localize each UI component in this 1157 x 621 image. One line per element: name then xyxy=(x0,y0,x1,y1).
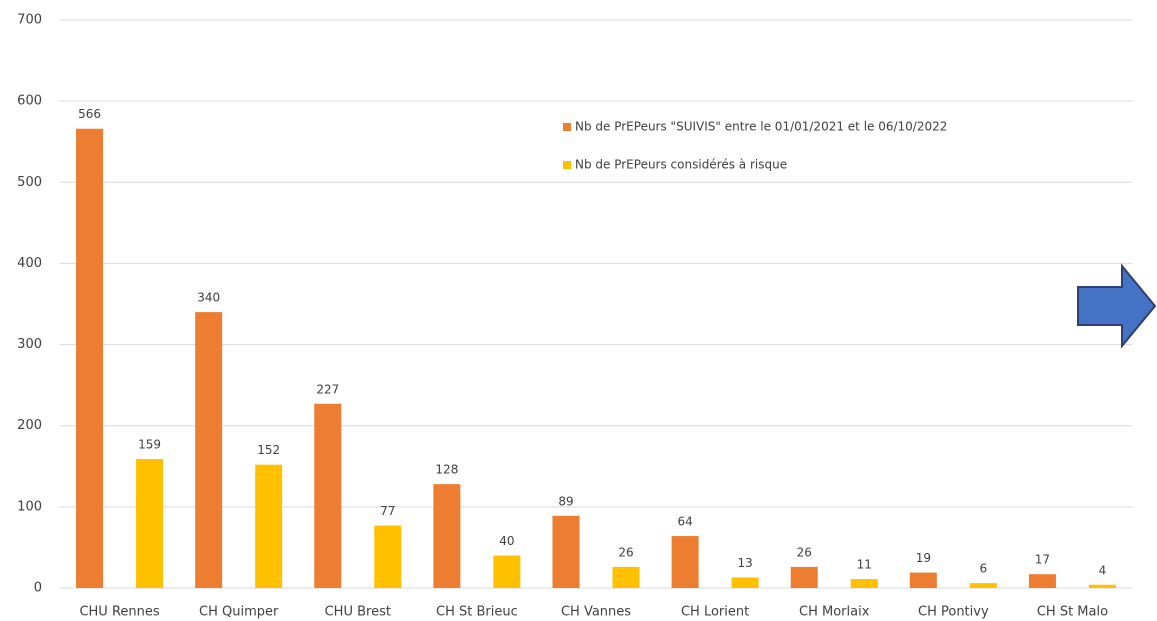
data-label: 4 xyxy=(1099,563,1107,577)
y-tick-label: 400 xyxy=(17,256,42,271)
bar xyxy=(612,566,640,588)
legend-label: Nb de PrEPeurs "SUIVIS" entre le 01/01/2… xyxy=(575,120,947,134)
y-tick-label: 500 xyxy=(17,175,42,190)
data-label: 26 xyxy=(618,545,633,559)
data-label: 13 xyxy=(737,556,752,570)
data-label: 89 xyxy=(558,494,573,508)
bar xyxy=(1088,584,1116,588)
x-tick-label: CHU Brest xyxy=(325,605,391,620)
data-label: 77 xyxy=(380,504,395,518)
x-tick-label: CH Lorient xyxy=(681,605,749,620)
data-label: 17 xyxy=(1035,553,1050,567)
bar xyxy=(136,458,164,588)
bar xyxy=(850,579,878,588)
bar xyxy=(255,464,283,588)
y-tick-label: 300 xyxy=(17,337,42,352)
y-tick-label: 600 xyxy=(17,94,42,109)
bar xyxy=(314,403,342,588)
x-tick-label: CH Quimper xyxy=(199,605,279,620)
y-tick-label: 100 xyxy=(17,499,42,514)
x-tick-label: CH St Malo xyxy=(1037,605,1108,620)
bar xyxy=(493,555,521,588)
data-label: 227 xyxy=(316,382,339,396)
x-tick-label: CH St Brieuc xyxy=(436,605,518,620)
y-tick-label: 200 xyxy=(17,418,42,433)
legend-label: Nb de PrEPeurs considérés à risque xyxy=(575,158,787,172)
arrow-icon xyxy=(1077,263,1157,349)
x-tick-label: CH Vannes xyxy=(561,605,631,620)
bar xyxy=(671,536,699,588)
bar xyxy=(969,583,997,588)
legend-swatch xyxy=(563,161,571,169)
data-label: 19 xyxy=(916,551,931,565)
bar xyxy=(731,577,759,588)
bar xyxy=(433,484,461,588)
x-tick-label: CH Morlaix xyxy=(799,605,870,620)
bar xyxy=(76,128,104,588)
data-label: 26 xyxy=(797,545,812,559)
x-tick-label: CHU Rennes xyxy=(79,605,159,620)
bar xyxy=(790,566,818,588)
bar xyxy=(195,312,223,588)
data-label: 40 xyxy=(499,534,514,548)
data-label: 566 xyxy=(78,107,101,121)
bar xyxy=(909,572,937,588)
data-label: 64 xyxy=(677,515,692,529)
data-label: 11 xyxy=(857,558,872,572)
data-label: 159 xyxy=(138,437,161,451)
data-label: 128 xyxy=(435,463,458,477)
data-label: 152 xyxy=(257,443,280,457)
bar xyxy=(374,525,402,588)
bar xyxy=(552,515,580,588)
y-tick-label: 0 xyxy=(34,581,42,596)
x-tick-label: CH Pontivy xyxy=(918,605,989,620)
legend-swatch xyxy=(563,123,571,131)
y-tick-label: 700 xyxy=(17,13,42,28)
data-label: 340 xyxy=(197,291,220,305)
data-label: 6 xyxy=(980,562,988,576)
bar xyxy=(1028,574,1056,588)
